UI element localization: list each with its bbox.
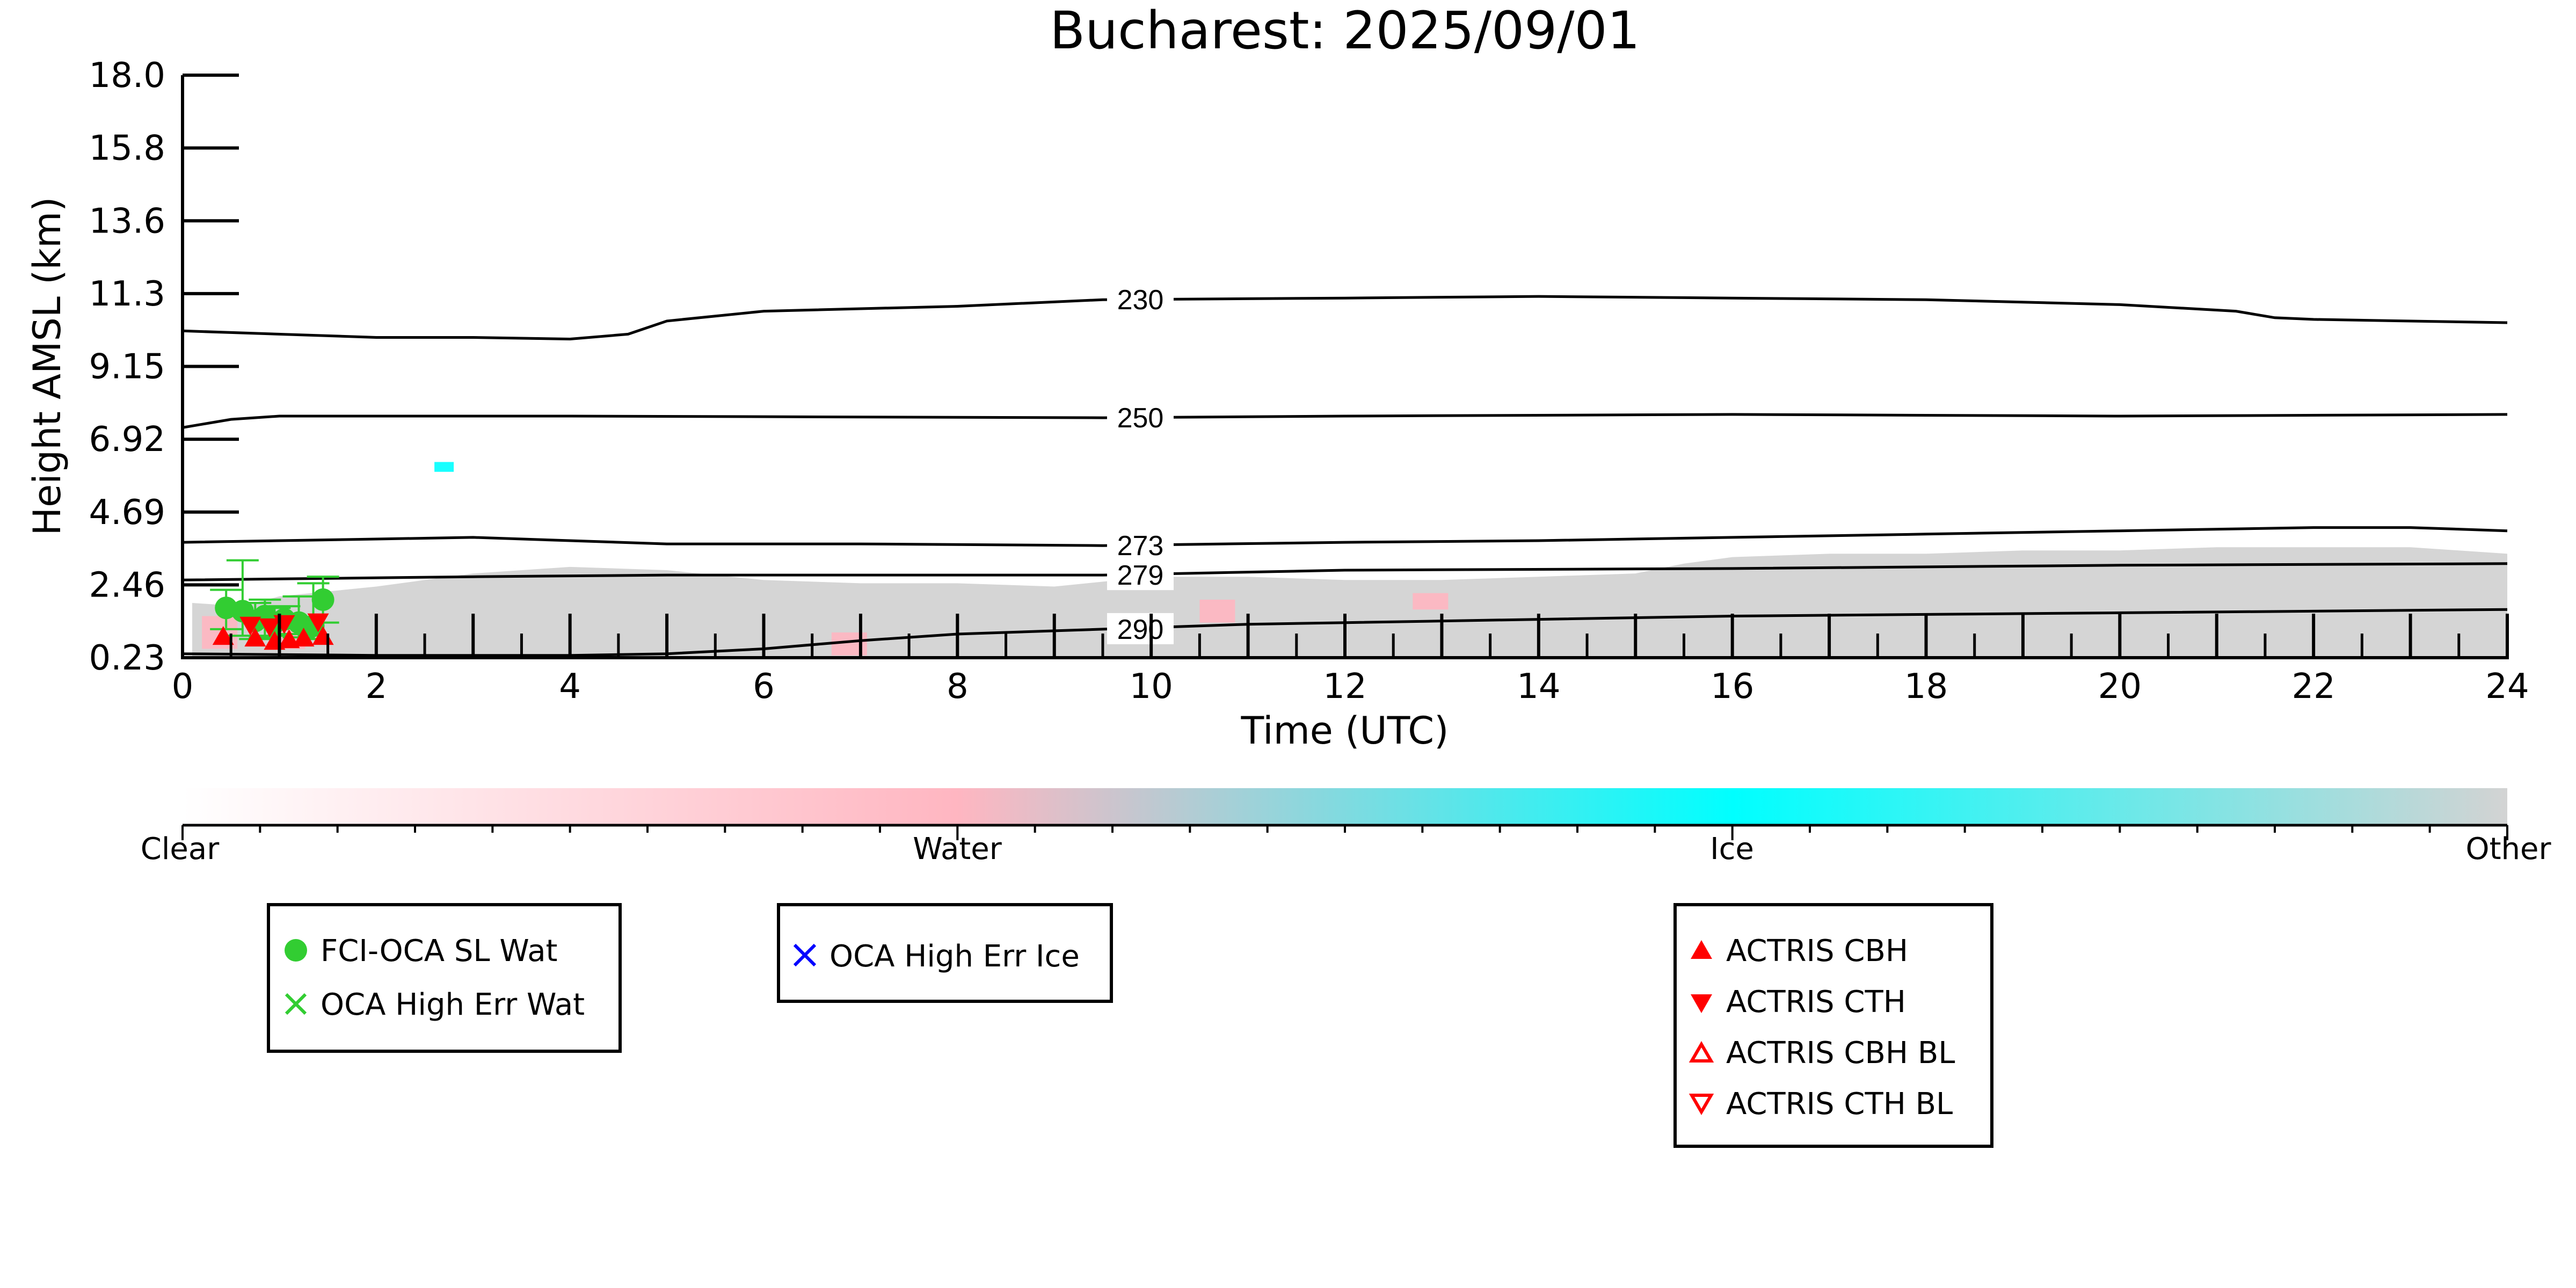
x-tick-label: 22 bbox=[2291, 667, 2335, 707]
legend-box bbox=[267, 903, 622, 1053]
legend-label-actris-cth-bl: ACTRIS CTH BL bbox=[1726, 1087, 1953, 1122]
x-tick-label: 2 bbox=[365, 667, 387, 707]
y-tick-label: 4.69 bbox=[89, 493, 166, 533]
triangle-up-open-icon bbox=[1689, 1041, 1714, 1063]
actris-cbh-point bbox=[293, 628, 315, 647]
x-axis-label: Time (UTC) bbox=[1241, 709, 1449, 753]
legend-oca-ice: OCA High Err Ice bbox=[777, 903, 1113, 1003]
colorbar-label-water: Water bbox=[913, 832, 1002, 867]
x-tick-label: 10 bbox=[1129, 667, 1173, 707]
x-tick-label: 6 bbox=[753, 667, 775, 707]
other-cloud-region bbox=[192, 547, 2507, 658]
isotherm-label-290: 290 bbox=[1117, 614, 1164, 645]
isotherm-label-bg bbox=[1107, 613, 1174, 644]
colorbar-gradient bbox=[183, 788, 2507, 824]
isotherm-label-bg bbox=[1107, 529, 1174, 561]
isotherm-line-273 bbox=[182, 526, 2508, 547]
legend-label-actris-cbh: ACTRIS CBH bbox=[1726, 934, 1908, 969]
green-circle-icon bbox=[285, 939, 307, 962]
y-tick-label: 0.23 bbox=[89, 638, 166, 678]
colorbar: Clear Water Ice Other bbox=[141, 788, 2551, 867]
y-tick-label: 9.15 bbox=[89, 347, 166, 387]
isotherm-label-230: 230 bbox=[1117, 285, 1164, 316]
triangle-up-icon bbox=[1691, 940, 1712, 959]
actris-cbh-point bbox=[244, 628, 266, 647]
actris-cbh-point bbox=[212, 626, 234, 645]
y-tick-label: 15.8 bbox=[89, 129, 166, 169]
x-tick-label: 24 bbox=[2485, 667, 2529, 707]
legend-label-oca-high-err-ice: OCA High Err Ice bbox=[829, 939, 1080, 974]
triangle-down-icon bbox=[1691, 994, 1712, 1013]
actris-cth-point bbox=[259, 618, 281, 637]
green-x-icon bbox=[285, 993, 307, 1015]
ice-cloud-patch bbox=[434, 462, 454, 472]
isotherm-label-250: 250 bbox=[1117, 403, 1164, 434]
water-cloud-patch bbox=[1413, 593, 1449, 610]
fci-oca-point bbox=[311, 588, 334, 611]
isotherm-line-230 bbox=[182, 295, 2508, 341]
x-tick-label: 12 bbox=[1323, 667, 1366, 707]
x-tick-label: 8 bbox=[947, 667, 969, 707]
isotherm-line-279 bbox=[182, 562, 2508, 581]
isotherm-line-290 bbox=[182, 608, 2508, 657]
blue-x-icon bbox=[793, 943, 817, 967]
y-tick-label: 2.46 bbox=[89, 565, 166, 605]
x-tick-label: 4 bbox=[559, 667, 581, 707]
y-tick-label: 18.0 bbox=[89, 56, 166, 96]
y-axis-label: Height AMSL (km) bbox=[25, 197, 69, 536]
data-markers bbox=[210, 559, 339, 650]
colorbar-ticks bbox=[181, 824, 2508, 840]
isotherm-label-279: 279 bbox=[1117, 560, 1164, 591]
axes: 0 2 4 6 8 10 12 14 16 18 20 22 240.232.464.696.929.1… bbox=[89, 56, 2529, 707]
legend-actris: ACTRIS CBH ACTRIS CTH ACTRIS CBH BL ACTR… bbox=[1673, 903, 1993, 1148]
isotherm-label-bg bbox=[1107, 283, 1174, 315]
actris-cth-point bbox=[307, 613, 329, 632]
y-tick-label: 6.92 bbox=[89, 420, 166, 460]
y-tick-label: 13.6 bbox=[89, 201, 166, 241]
colorbar-label-other: Other bbox=[2465, 832, 2551, 867]
legend-label-fci-oca-sl-wat: FCI-OCA SL Wat bbox=[321, 934, 558, 969]
colorbar-label-clear: Clear bbox=[141, 832, 220, 867]
isotherm-label-bg bbox=[1107, 559, 1174, 591]
legend-box bbox=[777, 903, 1113, 1003]
x-tick-label: 18 bbox=[1904, 667, 1948, 707]
chart-title: Bucharest: 2025/09/01 bbox=[1050, 1, 1640, 61]
plot-area bbox=[192, 462, 2507, 658]
isotherm-label-273: 273 bbox=[1117, 530, 1164, 562]
y-tick-label: 11.3 bbox=[89, 274, 166, 314]
legend-box bbox=[1673, 903, 1993, 1148]
triangle-down-open-icon bbox=[1689, 1094, 1714, 1115]
legend-oca-water: FCI-OCA SL Wat OCA High Err Wat bbox=[267, 903, 622, 1053]
x-tick-label: 14 bbox=[1517, 667, 1560, 707]
isotherm-line-250 bbox=[182, 413, 2508, 429]
legend-label-oca-high-err-wat: OCA High Err Wat bbox=[321, 987, 585, 1022]
colorbar-label-ice: Ice bbox=[1710, 832, 1754, 867]
legend-label-actris-cth: ACTRIS CTH bbox=[1726, 985, 1906, 1020]
actris-cth-point bbox=[239, 616, 261, 636]
legend-label-actris-cbh-bl: ACTRIS CBH BL bbox=[1726, 1036, 1955, 1071]
actris-cbh-point bbox=[278, 629, 300, 649]
x-tick-label: 20 bbox=[2098, 667, 2142, 707]
water-cloud-patch bbox=[1199, 599, 1235, 623]
isotherm-label-bg bbox=[1107, 402, 1174, 433]
x-tick-label: 0 bbox=[172, 667, 194, 707]
x-tick-label: 16 bbox=[1711, 667, 1754, 707]
